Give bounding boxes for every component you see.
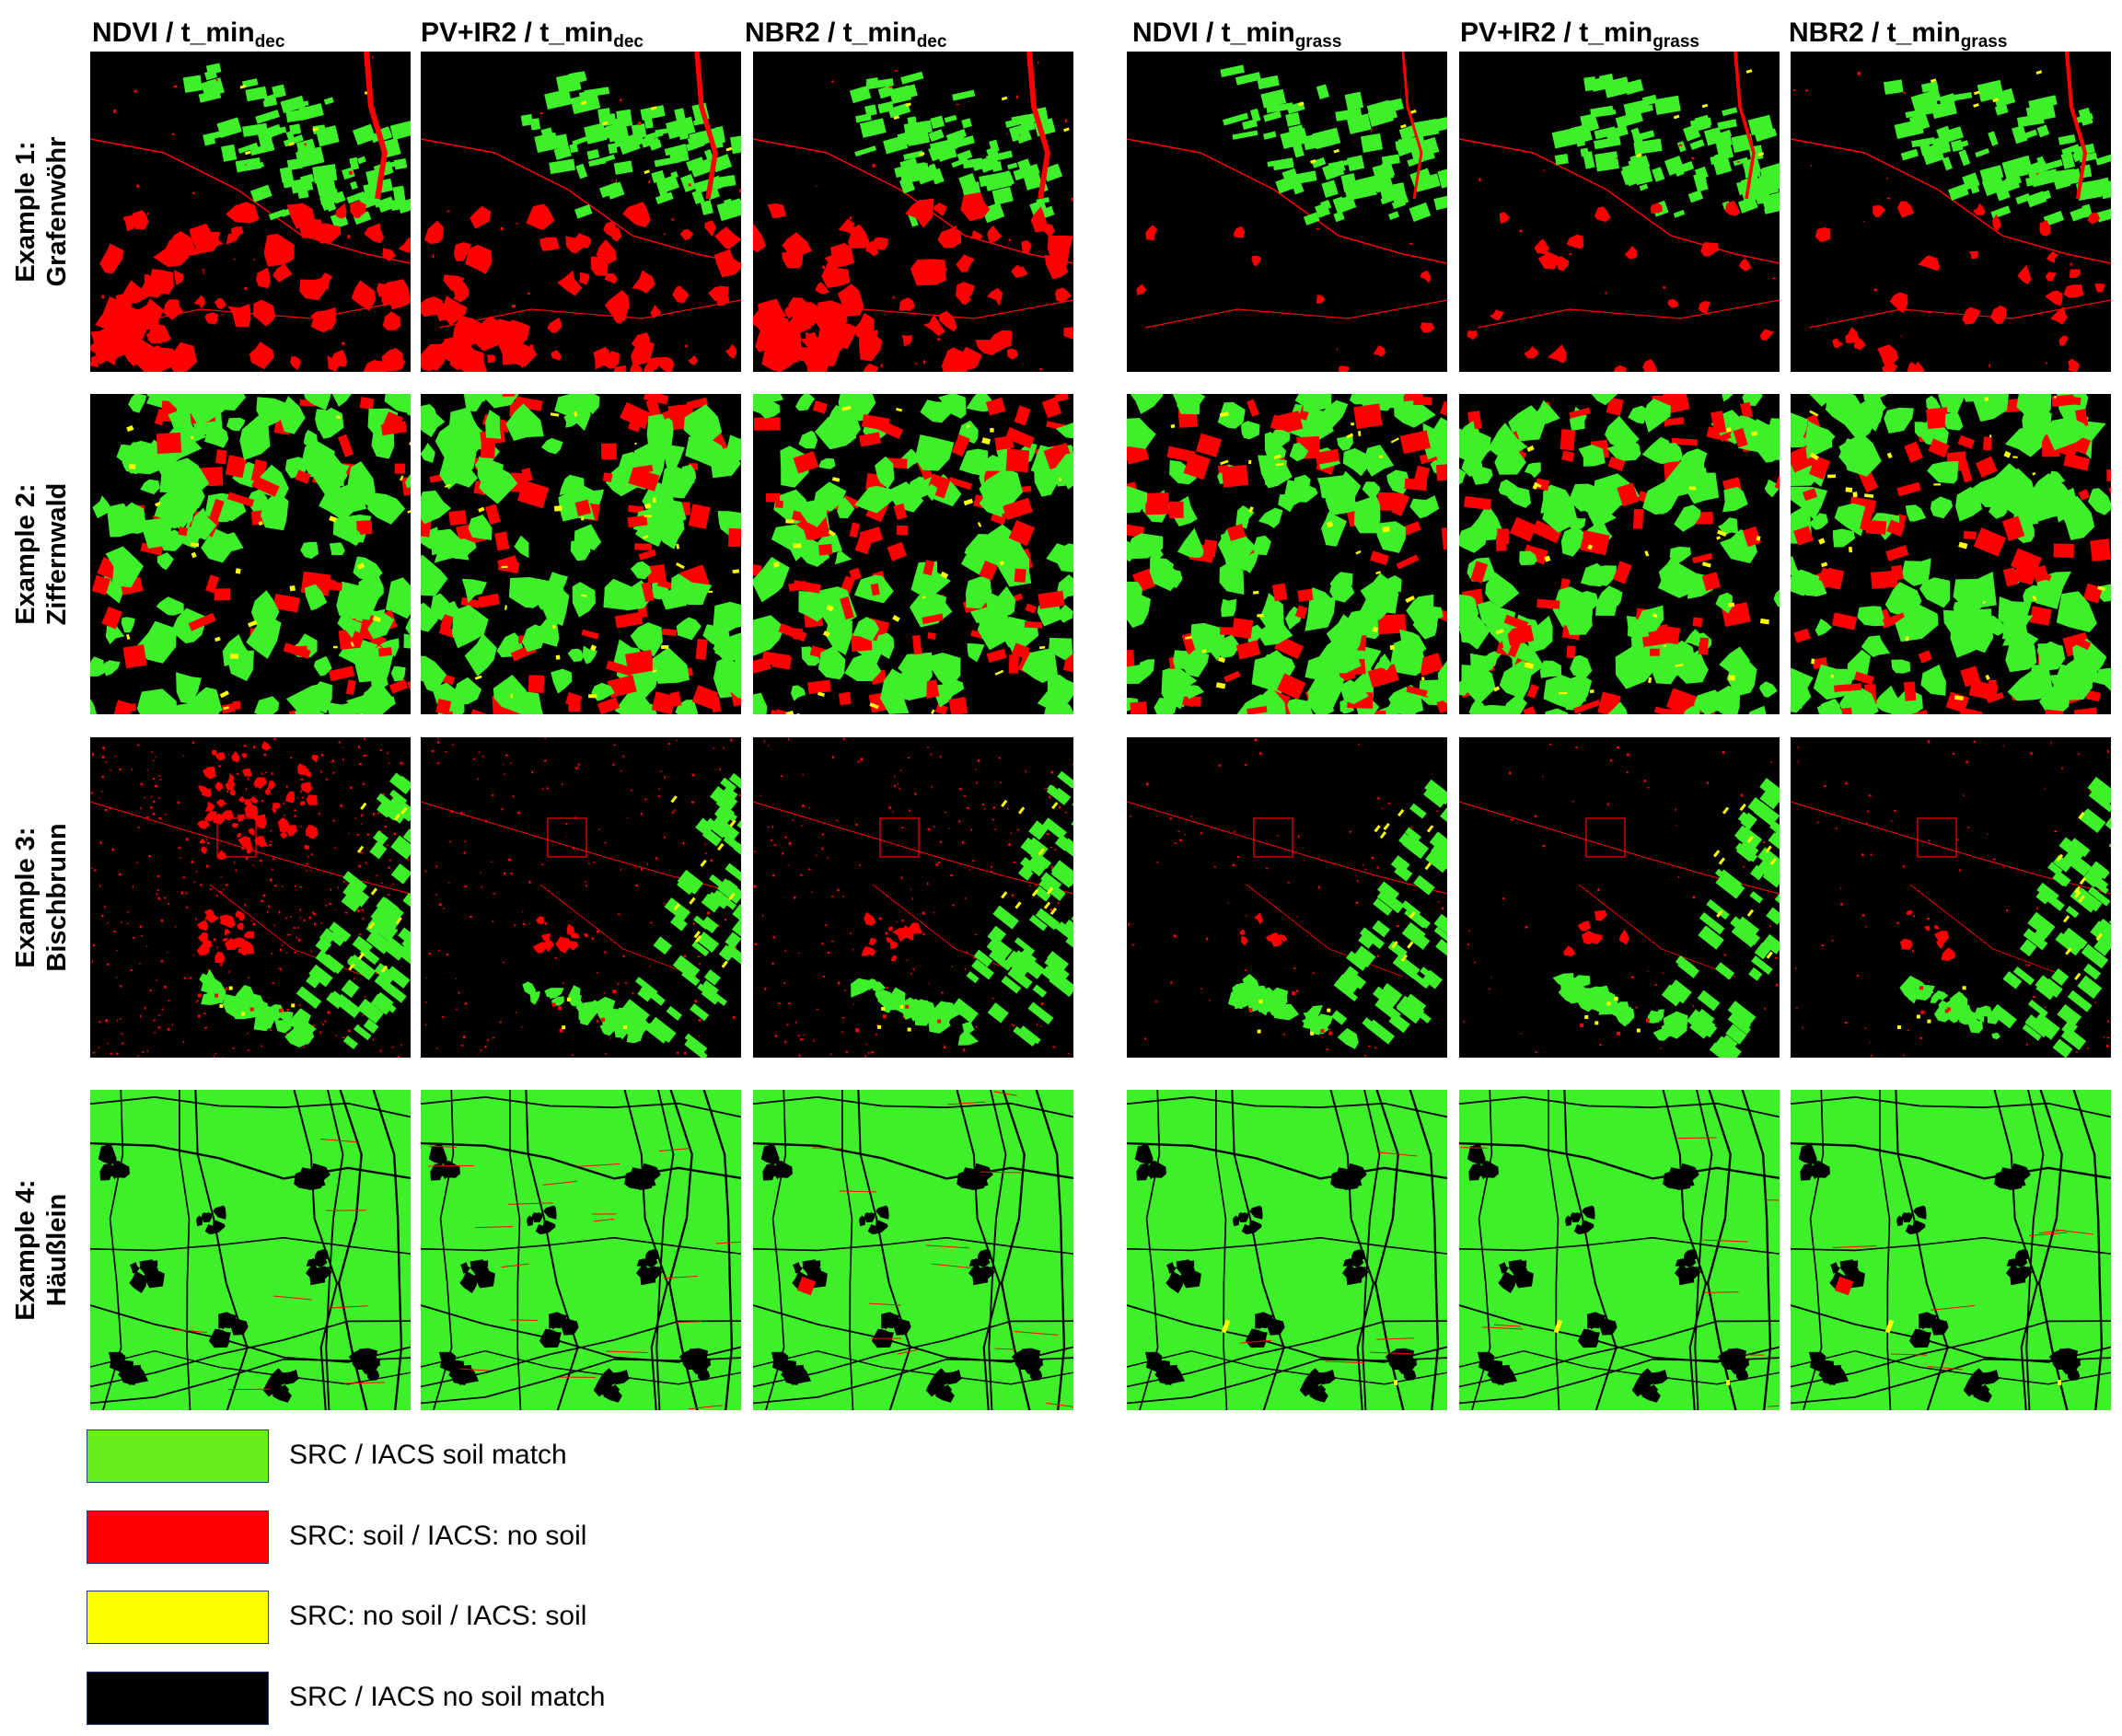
legend-label-soil-match: SRC / IACS soil match bbox=[289, 1440, 567, 1470]
map-panel bbox=[90, 394, 411, 714]
map-panel bbox=[753, 394, 1073, 714]
map-panel bbox=[1127, 1090, 1447, 1410]
row-label: Example 1: Grafenwöhr bbox=[11, 136, 72, 287]
legend-swatch-iacs-soil bbox=[87, 1591, 269, 1644]
map-panel bbox=[90, 52, 411, 372]
map-panel bbox=[421, 52, 741, 372]
row-label: Example 3: Bischbrunn bbox=[11, 823, 72, 972]
map-panel bbox=[421, 737, 741, 1058]
map-panel bbox=[1791, 52, 2111, 372]
column-header: NBR2 / t_mindec bbox=[745, 17, 947, 52]
map-panel bbox=[1459, 737, 1780, 1058]
map-panel bbox=[1791, 1090, 2111, 1410]
map-panel bbox=[753, 52, 1073, 372]
map-panel bbox=[1127, 52, 1447, 372]
legend-swatch-soil-match bbox=[87, 1429, 269, 1483]
map-panel bbox=[1459, 394, 1780, 714]
map-panel bbox=[1459, 1090, 1780, 1410]
map-panel bbox=[90, 737, 411, 1058]
map-panel bbox=[1127, 737, 1447, 1058]
map-panel bbox=[753, 1090, 1073, 1410]
map-panel bbox=[1127, 394, 1447, 714]
row-label: Example 4: Häußlein bbox=[11, 1179, 72, 1321]
map-panel bbox=[421, 1090, 741, 1410]
row-label: Example 2: Ziffernwald bbox=[11, 482, 72, 626]
map-panel bbox=[421, 394, 741, 714]
legend-label-src-soil: SRC: soil / IACS: no soil bbox=[289, 1521, 587, 1551]
map-panel bbox=[1791, 737, 2111, 1058]
column-header: NDVI / t_mindec bbox=[92, 17, 285, 52]
legend-swatch-src-soil bbox=[87, 1510, 269, 1564]
map-panel bbox=[90, 1090, 411, 1410]
column-header: PV+IR2 / t_mindec bbox=[421, 17, 644, 52]
column-header: PV+IR2 / t_mingrass bbox=[1460, 17, 1699, 52]
map-panel bbox=[1459, 52, 1780, 372]
legend-label-iacs-soil: SRC: no soil / IACS: soil bbox=[289, 1601, 587, 1631]
column-header: NDVI / t_mingrass bbox=[1132, 17, 1342, 52]
map-panel bbox=[1791, 394, 2111, 714]
legend-swatch-no-soil-match bbox=[87, 1672, 269, 1725]
legend-label-no-soil-match: SRC / IACS no soil match bbox=[289, 1682, 606, 1712]
map-panel bbox=[753, 737, 1073, 1058]
column-header: NBR2 / t_mingrass bbox=[1789, 17, 2008, 52]
